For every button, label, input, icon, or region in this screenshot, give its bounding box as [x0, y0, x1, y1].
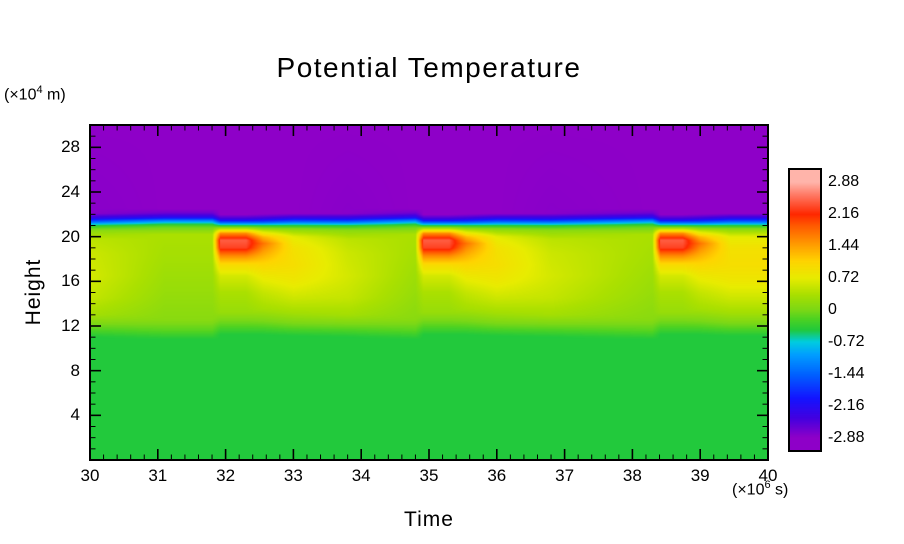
x-unit-exponent: 6 [764, 479, 771, 491]
heatmap-plot [90, 125, 768, 460]
x-axis-unit: (×106 s) [732, 479, 788, 499]
colorbar-tick-label: 2.88 [828, 173, 860, 190]
x-tick-label: 30 [80, 466, 100, 485]
colorbar-tick-label: 2.16 [828, 205, 860, 222]
x-tick-label: 37 [555, 466, 575, 485]
y-tick-label: 4 [70, 405, 80, 425]
colorbar-tick-label: -2.88 [828, 429, 865, 446]
y-unit-prefix: (×10 [4, 86, 37, 104]
colorbar-tick-label: -2.16 [828, 397, 865, 414]
colorbar [788, 168, 822, 452]
x-tick-label: 31 [148, 466, 168, 485]
y-tick-label: 20 [61, 226, 80, 246]
x-tick-label: 39 [690, 466, 710, 485]
x-axis-title: Time [404, 508, 454, 531]
y-tick-label: 8 [70, 360, 80, 380]
colorbar-labels: 2.88 2.16 1.44 0.72 0 -0.72 -1.44 -2.16 -2.88 [828, 170, 898, 450]
x-tick-label: 34 [351, 466, 371, 485]
x-tick-label: 32 [216, 466, 236, 485]
y-tick-label: 28 [61, 137, 80, 157]
page-title: Potential Temperature [276, 52, 582, 83]
y-tick-label: 12 [61, 316, 80, 335]
x-tick-label: 38 [622, 466, 642, 485]
x-unit-suffix: s) [770, 481, 789, 499]
x-unit-prefix: (×10 [732, 481, 765, 499]
y-unit-suffix: m) [42, 86, 66, 104]
colorbar-tick-label: 1.44 [828, 237, 860, 254]
x-tick-label: 35 [419, 466, 439, 485]
y-tick-label: 24 [61, 182, 80, 201]
x-tick-label: 33 [283, 466, 303, 485]
x-tick-label: 40 [758, 466, 778, 485]
colorbar-tick-label: 0 [828, 301, 837, 318]
y-unit-exponent: 4 [36, 84, 43, 96]
colorbar-tick-label: -0.72 [828, 333, 865, 350]
x-tick-label: 36 [487, 466, 507, 485]
colorbar-tick-label: -1.44 [828, 365, 865, 382]
colorbar-tick-label: 0.72 [828, 269, 860, 286]
y-tick-label: 16 [61, 271, 80, 291]
y-axis-unit: (×104 m) [4, 84, 66, 104]
